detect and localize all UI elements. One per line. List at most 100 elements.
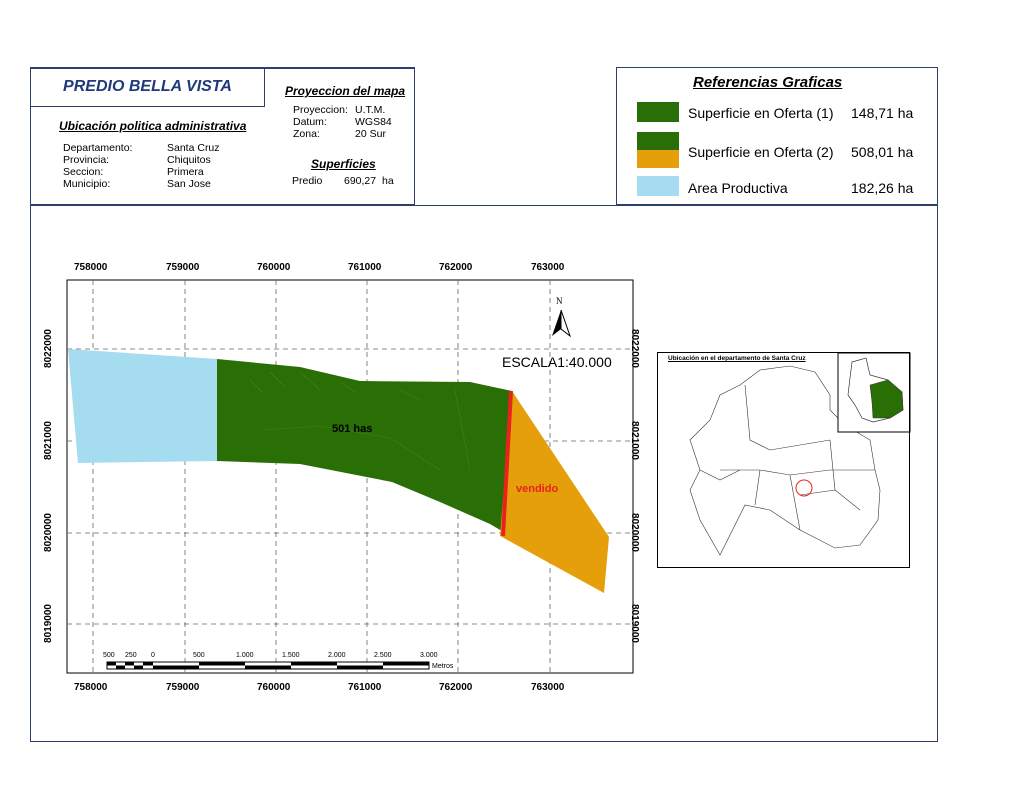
area-productiva-polygon bbox=[68, 349, 217, 463]
scalebar-unit: Metros bbox=[432, 663, 454, 670]
parcel-lines bbox=[249, 371, 471, 471]
legend-label-area-productiva: Area Productiva bbox=[688, 180, 788, 196]
row-label: Zona: bbox=[293, 128, 320, 140]
superficies-row: Predio 690,27 ha bbox=[292, 175, 394, 187]
row-label: Proyeccion: bbox=[293, 104, 348, 116]
y-tick-right: 8020000 bbox=[628, 513, 640, 552]
proyeccion-heading: Proyeccion del mapa bbox=[285, 84, 406, 98]
inset-map-drawing bbox=[689, 352, 911, 556]
row-value: Chiquitos bbox=[167, 154, 211, 166]
parcel-line bbox=[339, 381, 356, 393]
superficie-oferta-1-polygon bbox=[217, 359, 512, 534]
ubicacion-table: Departamento: Santa Cruz Provincia: Chiqui… bbox=[63, 142, 283, 190]
row-label: Municipio: bbox=[63, 178, 111, 190]
legend-value-oferta-2: 508,01 ha bbox=[851, 144, 914, 160]
x-tick-bottom: 760000 bbox=[257, 682, 291, 693]
ubicacion-row: Seccion: Primera bbox=[63, 166, 283, 178]
x-tick-bottom: 761000 bbox=[348, 682, 382, 693]
proyeccion-row: Datum: WGS84 bbox=[293, 116, 413, 128]
scalebar-label: 1.000 bbox=[236, 652, 254, 659]
row-value: WGS84 bbox=[355, 116, 392, 128]
scalebar-label: 0 bbox=[151, 652, 155, 659]
inset-title: Ubicación en el departamento de Santa Cr… bbox=[668, 355, 806, 362]
x-tick-bottom: 758000 bbox=[74, 682, 108, 693]
x-tick-top: 759000 bbox=[166, 262, 200, 273]
scalebar-label: 250 bbox=[125, 652, 137, 659]
legend-value-area-productiva: 182,26 ha bbox=[851, 180, 914, 196]
scalebar-label: 2.000 bbox=[328, 652, 346, 659]
inset-map-frame bbox=[657, 352, 910, 568]
inset-location-circle bbox=[795, 479, 813, 497]
row-label: Departamento: bbox=[63, 142, 133, 154]
proyeccion-table: Proyeccion: U.T.M. Datum: WGS84 Zona: 20 Su… bbox=[293, 104, 413, 140]
map-neatline bbox=[66, 279, 634, 674]
x-tick-top: 760000 bbox=[257, 262, 291, 273]
superficies-value: 690,27 bbox=[344, 175, 377, 187]
parcel-line bbox=[269, 371, 286, 388]
x-tick-top: 763000 bbox=[531, 262, 565, 273]
scalebar-label: 500 bbox=[103, 652, 115, 659]
y-tick-left: 8022000 bbox=[42, 329, 54, 368]
ubicacion-row: Departamento: Santa Cruz bbox=[63, 142, 283, 154]
north-arrow-icon bbox=[552, 309, 572, 338]
info-panel-top-border bbox=[30, 67, 415, 69]
scale-text: ESCALA1:40.000 bbox=[502, 354, 612, 370]
row-value: Primera bbox=[167, 166, 204, 178]
row-label: Provincia: bbox=[63, 154, 110, 166]
vendido-boundary-line bbox=[501, 390, 513, 537]
label-501-has: 501 has bbox=[332, 423, 373, 435]
row-label: Datum: bbox=[293, 116, 327, 128]
parcel-line bbox=[249, 379, 263, 393]
row-value: 20 Sur bbox=[355, 128, 386, 140]
inset-santa-cruz-highlight bbox=[869, 379, 904, 419]
proyeccion-row: Zona: 20 Sur bbox=[293, 128, 413, 140]
legend-label-oferta-2: Superficie en Oferta (2) bbox=[688, 144, 834, 160]
legend-panel: Referencias Graficas Superficie en Ofert… bbox=[616, 67, 938, 205]
legend-swatch-oferta-2-orange bbox=[637, 150, 679, 168]
row-label: Seccion: bbox=[63, 166, 104, 178]
scalebar-label: 2.500 bbox=[374, 652, 392, 659]
scalebar-label: 500 bbox=[193, 652, 205, 659]
legend-value-oferta-1: 148,71 ha bbox=[851, 105, 914, 121]
info-panel bbox=[30, 67, 415, 205]
parcel-line bbox=[262, 425, 441, 471]
superficies-unit: ha bbox=[382, 175, 394, 187]
x-tick-bottom: 763000 bbox=[531, 682, 565, 693]
superficie-oferta-2-polygon bbox=[500, 391, 609, 593]
ubicacion-heading: Ubicación politica administrativa bbox=[59, 119, 247, 133]
inset-department-outline bbox=[689, 365, 881, 556]
superficies-heading: Superficies bbox=[311, 157, 376, 171]
x-tick-bottom: 762000 bbox=[439, 682, 473, 693]
legend-swatch-oferta-2-green bbox=[637, 132, 679, 150]
legend-swatch-area-productiva bbox=[637, 176, 679, 196]
scale-bar bbox=[106, 661, 430, 670]
y-tick-right: 8021000 bbox=[628, 421, 640, 460]
north-label: N bbox=[556, 296, 563, 306]
inset-province-lines bbox=[699, 384, 875, 531]
legend-title: Referencias Graficas bbox=[693, 74, 843, 91]
x-tick-bottom: 759000 bbox=[166, 682, 200, 693]
y-tick-left: 8019000 bbox=[42, 604, 54, 643]
legend-label-oferta-1: Superficie en Oferta (1) bbox=[688, 105, 834, 121]
superficies-label: Predio bbox=[292, 175, 323, 187]
row-value: Santa Cruz bbox=[167, 142, 220, 154]
x-tick-top: 761000 bbox=[348, 262, 382, 273]
row-value: U.T.M. bbox=[355, 104, 386, 116]
scalebar-label: 3.000 bbox=[420, 652, 438, 659]
map-title: PREDIO BELLA VISTA bbox=[63, 78, 232, 95]
ubicacion-row: Provincia: Chiquitos bbox=[63, 154, 283, 166]
proyeccion-row: Proyeccion: U.T.M. bbox=[293, 104, 413, 116]
parcel-line bbox=[299, 371, 321, 391]
y-tick-right: 8022000 bbox=[628, 329, 640, 368]
y-tick-left: 8020000 bbox=[42, 513, 54, 552]
y-tick-right: 8019000 bbox=[628, 604, 640, 643]
parcel-line bbox=[399, 389, 421, 401]
ubicacion-row: Municipio: San Jose bbox=[63, 178, 283, 190]
row-value: San Jose bbox=[167, 178, 211, 190]
y-tick-left: 8021000 bbox=[42, 421, 54, 460]
parcel-line bbox=[454, 389, 471, 471]
legend-swatch-oferta-1 bbox=[637, 102, 679, 122]
scalebar-label: 1.500 bbox=[282, 652, 300, 659]
main-map-frame bbox=[30, 205, 938, 742]
